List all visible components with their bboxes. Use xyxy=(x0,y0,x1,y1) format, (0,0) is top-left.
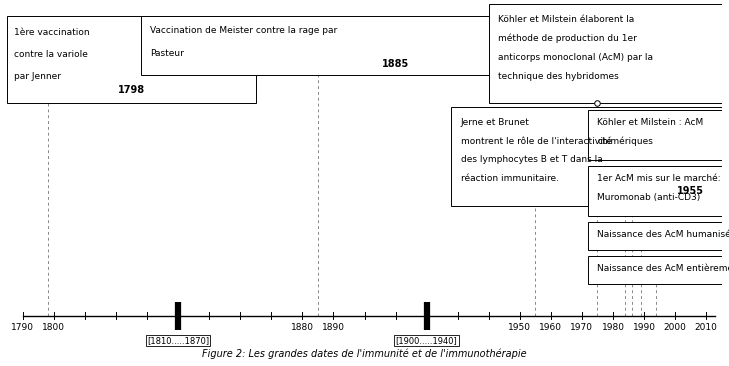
Text: 1800: 1800 xyxy=(42,323,66,332)
Bar xyxy=(141,16,650,75)
Text: 1890: 1890 xyxy=(322,323,345,332)
Text: contre la variole: contre la variole xyxy=(14,50,87,59)
Text: par Jenner: par Jenner xyxy=(14,72,61,81)
Text: chimériques: chimériques xyxy=(598,137,653,146)
Text: 2000: 2000 xyxy=(663,323,687,332)
Text: 1790: 1790 xyxy=(12,323,34,332)
Text: Muromonab (anti-CD3): Muromonab (anti-CD3) xyxy=(598,193,701,202)
Text: 2010: 2010 xyxy=(695,323,717,332)
Text: montrent le rôle de l'interactivité: montrent le rôle de l'interactivité xyxy=(461,137,612,146)
Text: 1880: 1880 xyxy=(291,323,314,332)
Text: Figure 2: Les grandes dates de l'immunité et de l'immunothérapie: Figure 2: Les grandes dates de l'immunit… xyxy=(202,349,527,359)
Text: 1980: 1980 xyxy=(601,323,625,332)
Text: 1990: 1990 xyxy=(633,323,655,332)
Bar xyxy=(7,16,256,104)
Bar xyxy=(588,110,729,160)
Text: 1er AcM mis sur le marché:: 1er AcM mis sur le marché: xyxy=(598,174,721,183)
Bar xyxy=(588,256,729,284)
Text: 1885: 1885 xyxy=(382,59,409,70)
Text: Pasteur: Pasteur xyxy=(150,49,184,58)
Bar xyxy=(588,166,729,216)
Text: des lymphocytes B et T dans la: des lymphocytes B et T dans la xyxy=(461,156,603,164)
Bar xyxy=(488,4,729,104)
Text: Jerne et Brunet: Jerne et Brunet xyxy=(461,117,530,127)
Text: 1970: 1970 xyxy=(570,323,593,332)
Text: méthode de production du 1er: méthode de production du 1er xyxy=(498,33,637,43)
Bar xyxy=(451,107,729,206)
Text: [1900.....1940]: [1900.....1940] xyxy=(396,336,458,345)
Text: Köhler et Milstein : AcM: Köhler et Milstein : AcM xyxy=(598,118,703,127)
Text: Köhler et Milstein élaborent la: Köhler et Milstein élaborent la xyxy=(498,15,634,24)
Text: 1960: 1960 xyxy=(539,323,562,332)
Text: 1ère vaccination: 1ère vaccination xyxy=(14,28,89,37)
Text: technique des hybridomes: technique des hybridomes xyxy=(498,71,619,81)
Text: réaction immunitaire.: réaction immunitaire. xyxy=(461,175,559,183)
Text: [1810.....1870]: [1810.....1870] xyxy=(147,336,209,345)
Text: 1798: 1798 xyxy=(118,85,145,95)
Text: Naissance des AcM humanisés: Naissance des AcM humanisés xyxy=(598,230,729,239)
Text: Naissance des AcM entièrement humains: Naissance des AcM entièrement humains xyxy=(598,264,729,273)
Text: anticorps monoclonal (AcM) par la: anticorps monoclonal (AcM) par la xyxy=(498,53,653,61)
Bar xyxy=(588,222,729,250)
Text: 1950: 1950 xyxy=(508,323,531,332)
Text: 1955: 1955 xyxy=(677,186,704,197)
Text: Vaccination de Meister contre la rage par: Vaccination de Meister contre la rage pa… xyxy=(150,26,338,36)
